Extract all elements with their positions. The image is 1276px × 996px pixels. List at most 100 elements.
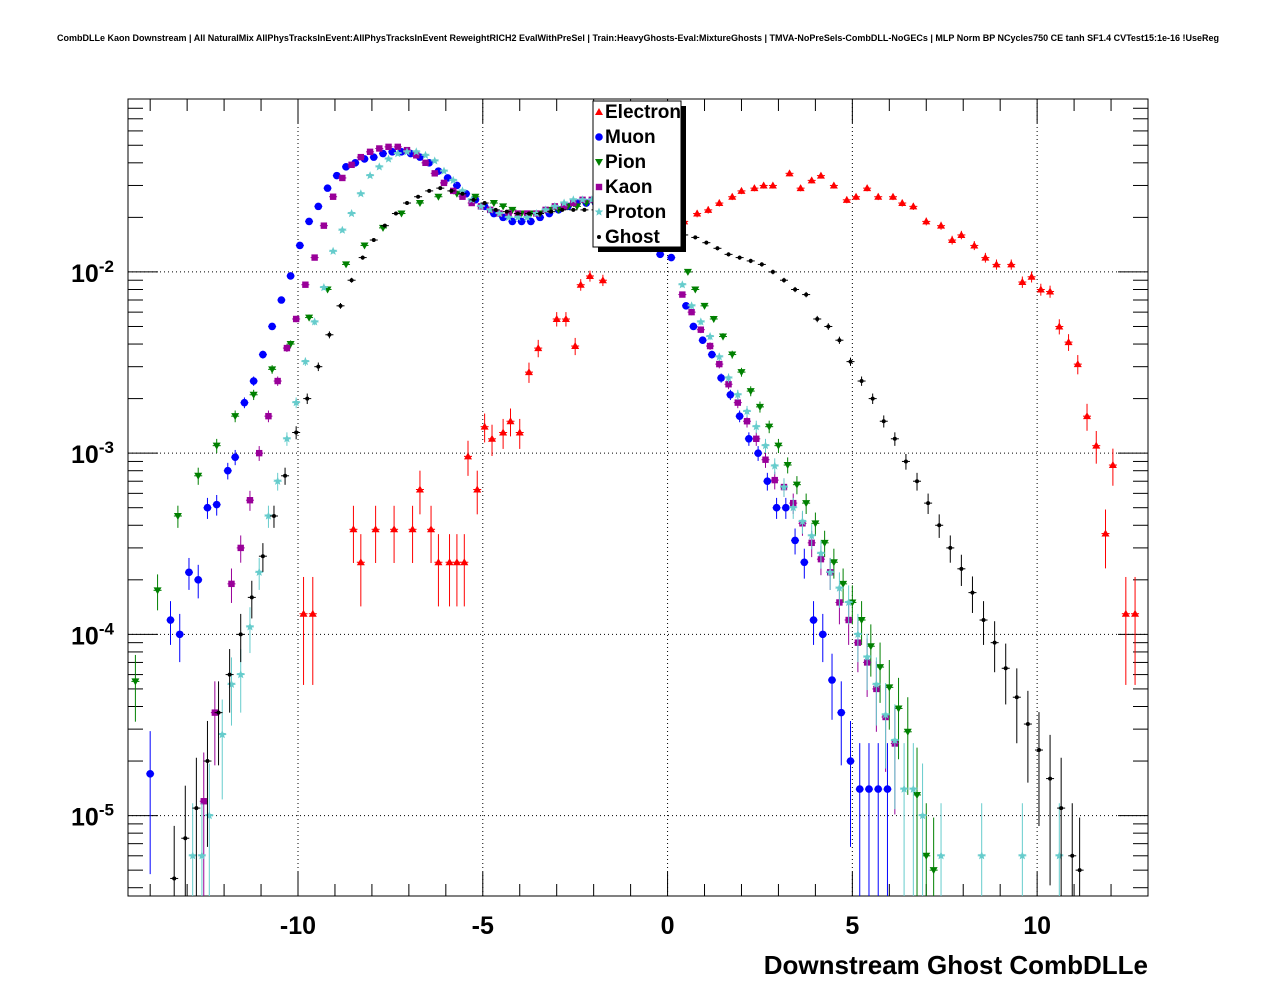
point-kaon [283, 344, 291, 352]
point-ghost [571, 207, 576, 212]
point-ghost [205, 759, 210, 764]
point-pion [802, 500, 811, 508]
axis-ticks [128, 98, 1149, 896]
point-ghost [316, 364, 321, 369]
point-kaon [560, 203, 568, 210]
point-muon [286, 272, 295, 280]
point-kaon [329, 193, 337, 200]
point-ghost [1070, 853, 1075, 858]
point-electron [693, 209, 702, 217]
point-ghost [804, 292, 809, 297]
point-muon [259, 350, 267, 359]
point-ghost [482, 201, 487, 206]
point-pion [792, 481, 801, 489]
point-kaon [357, 153, 365, 161]
y-tick-label: 10-4 [71, 619, 114, 650]
point-electron [434, 558, 443, 566]
point-kaon [228, 580, 235, 588]
point-electron [473, 485, 482, 493]
point-electron [1018, 277, 1027, 285]
point-ghost [959, 566, 964, 571]
point-pion [499, 203, 508, 211]
point-proton [705, 332, 715, 341]
point-proton [522, 212, 532, 221]
point-proton [430, 156, 439, 165]
point-pion [857, 617, 866, 625]
point-kaon [697, 326, 705, 333]
point-pion [700, 302, 709, 310]
point-kaon [734, 399, 741, 406]
point-electron [390, 525, 399, 533]
point-proton [347, 209, 356, 218]
point-ghost [759, 262, 764, 267]
point-pion [783, 462, 792, 470]
point-ghost [870, 396, 875, 401]
point-kaon [468, 199, 475, 207]
point-muon [212, 500, 221, 509]
point-proton [356, 189, 366, 198]
point-electron [427, 525, 436, 533]
point-pion [866, 643, 875, 651]
point-ghost [815, 316, 820, 321]
point-ghost [992, 640, 997, 645]
point-kaon [753, 435, 760, 443]
point-electron [480, 422, 489, 430]
point-muon [708, 350, 716, 359]
point-ghost [715, 246, 720, 251]
point-ghost [903, 459, 908, 464]
point-pion [342, 261, 351, 269]
y-tick-labels: 10-210-310-410-5 [71, 257, 114, 832]
point-kaon [679, 291, 686, 298]
point-pion [829, 559, 838, 567]
point-muon [818, 630, 827, 639]
point-electron [1083, 412, 1092, 420]
point-kaon [302, 281, 309, 288]
point-kaon [570, 199, 577, 207]
point-muon [175, 630, 184, 639]
point-electron [970, 241, 979, 249]
point-proton [412, 147, 421, 156]
point-proton [844, 598, 853, 607]
point-electron [1121, 609, 1130, 617]
point-ghost [549, 209, 554, 214]
point-ghost [238, 632, 243, 637]
point-pion [434, 193, 443, 201]
point-ghost [859, 379, 864, 384]
point-proton [254, 567, 264, 576]
point-kaon [339, 174, 346, 182]
point-proton [909, 784, 918, 793]
point-electron [1092, 441, 1101, 449]
point-electron [759, 181, 768, 189]
point-kaon [688, 308, 695, 316]
point-ghost [493, 207, 498, 212]
point-electron [768, 181, 777, 189]
x-tick-label: 5 [845, 912, 859, 940]
point-pion [415, 200, 424, 208]
point-proton [310, 317, 319, 326]
point-ghost [826, 324, 831, 329]
point-electron [1046, 287, 1055, 295]
point-ghost [770, 269, 775, 274]
point-muon [735, 412, 744, 420]
point-pion [922, 852, 931, 860]
point-electron [571, 342, 580, 350]
point-ghost [704, 240, 709, 245]
point-electron [308, 609, 317, 617]
point-ghost [194, 806, 199, 811]
x-tick-label: 10 [1023, 912, 1051, 940]
point-pion [728, 351, 737, 359]
point-ghost [848, 359, 853, 364]
point-proton [550, 201, 560, 210]
point-electron [898, 199, 907, 207]
point-pion [360, 242, 369, 250]
point-electron [598, 276, 607, 284]
point-ghost [438, 186, 443, 191]
point-proton [779, 482, 789, 491]
point-electron [816, 171, 825, 179]
point-proton [724, 373, 733, 382]
point-proton [977, 851, 986, 860]
point-proton [587, 195, 597, 204]
point-pion [774, 442, 783, 450]
point-ghost [393, 211, 398, 216]
